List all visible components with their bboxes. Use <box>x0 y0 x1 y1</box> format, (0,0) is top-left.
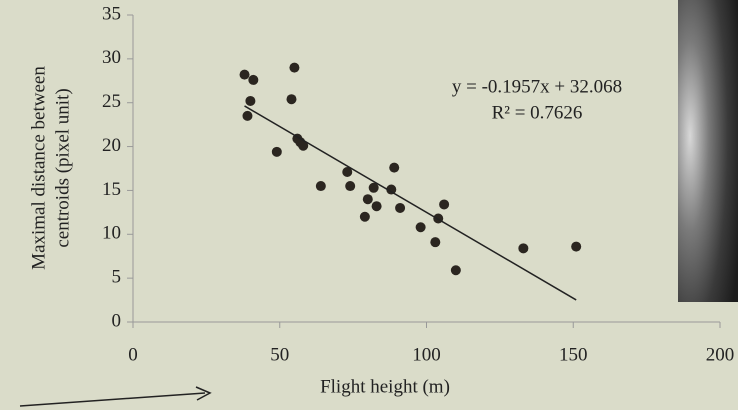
point <box>451 265 461 275</box>
point <box>518 243 528 253</box>
point <box>345 181 355 191</box>
trendline <box>245 106 577 300</box>
point <box>395 203 405 213</box>
x-tick-label: 0 <box>128 344 138 365</box>
point <box>372 201 382 211</box>
y-tick-label: 5 <box>112 267 122 288</box>
y-tick-label: 10 <box>102 223 121 244</box>
point <box>389 163 399 173</box>
point <box>245 96 255 106</box>
y-tick-label: 20 <box>102 135 121 156</box>
point <box>286 94 296 104</box>
y-axis-title: Maximal distance between <box>28 66 49 270</box>
r-squared: R² = 0.7626 <box>492 102 583 123</box>
point <box>248 75 258 85</box>
x-tick-label: 150 <box>559 344 588 365</box>
y-axis-title: centroids (pixel unit) <box>52 88 73 247</box>
y-tick-label: 0 <box>112 310 122 331</box>
point <box>240 70 250 80</box>
point <box>360 212 370 222</box>
point <box>439 199 449 209</box>
x-tick-label: 50 <box>270 344 289 365</box>
point <box>571 242 581 252</box>
equation: y = -0.1957x + 32.068 <box>452 76 622 97</box>
point <box>289 63 299 73</box>
x-tick-label: 100 <box>412 344 441 365</box>
y-tick-label: 35 <box>102 3 121 24</box>
y-tick-label: 15 <box>102 179 121 200</box>
x-axis-title: Flight height (m) <box>320 376 450 397</box>
y-tick-label: 30 <box>102 47 121 68</box>
point <box>272 147 282 157</box>
point <box>430 237 440 247</box>
x-tick-label: 200 <box>706 344 735 365</box>
point <box>416 222 426 232</box>
chart: Flight height (m) Maximal distance betwe… <box>0 0 738 410</box>
thumbnail-image <box>678 0 738 302</box>
point <box>363 194 373 204</box>
y-tick-label: 25 <box>102 91 121 112</box>
arrow <box>20 393 205 406</box>
point <box>316 181 326 191</box>
point <box>242 111 252 121</box>
